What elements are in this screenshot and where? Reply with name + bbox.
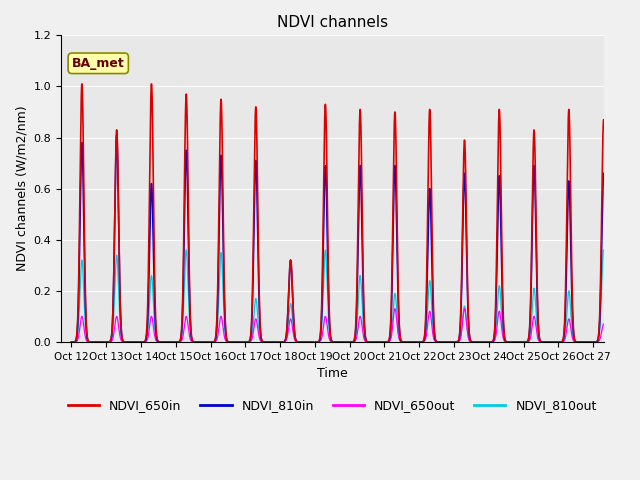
Text: BA_met: BA_met: [72, 57, 125, 70]
X-axis label: Time: Time: [317, 367, 348, 380]
Y-axis label: NDVI channels (W/m2/nm): NDVI channels (W/m2/nm): [15, 106, 28, 271]
Legend: NDVI_650in, NDVI_810in, NDVI_650out, NDVI_810out: NDVI_650in, NDVI_810in, NDVI_650out, NDV…: [63, 394, 602, 417]
Title: NDVI channels: NDVI channels: [276, 15, 388, 30]
